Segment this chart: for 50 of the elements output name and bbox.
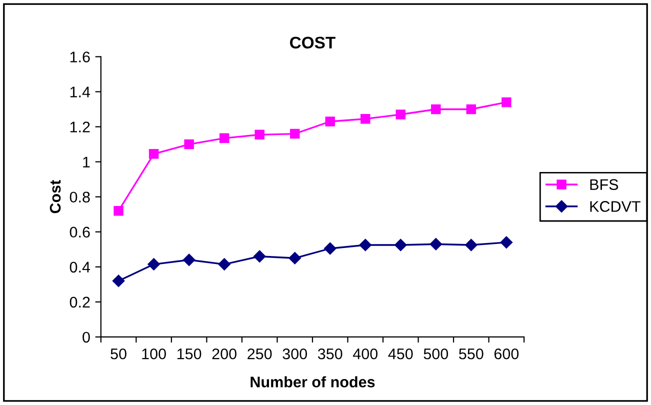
point [396, 110, 406, 120]
y-tick-label: 0.8 [70, 192, 90, 203]
x-tick-label: 350 [318, 348, 342, 360]
y-tick-label: 0 [82, 332, 90, 343]
point [290, 128, 300, 139]
x-tick-label: 450 [388, 348, 413, 360]
point [360, 114, 370, 124]
point [288, 252, 301, 264]
x-tick-label: 150 [177, 348, 202, 360]
x-tick-label: 550 [459, 348, 484, 360]
point [253, 250, 266, 262]
y-tick-label: 1.6 [70, 52, 90, 62]
y-tick-label: 0.6 [70, 226, 90, 238]
point [114, 206, 124, 216]
point [184, 139, 194, 150]
point [324, 242, 336, 255]
y-axis-title: Cost [50, 180, 61, 214]
x-tick-label: 100 [142, 348, 166, 360]
point [112, 274, 125, 288]
legend-label: BFS [590, 179, 618, 190]
x-tick-label: 300 [282, 348, 307, 360]
point [148, 258, 160, 270]
point [148, 149, 159, 159]
x-tick-label: 50 [110, 348, 126, 360]
x-tick-label: 400 [352, 348, 378, 360]
x-tick-label: 600 [494, 348, 519, 360]
point [502, 97, 512, 108]
y-tick-label: 1.4 [70, 86, 90, 98]
x-axis-title: Number of nodes [250, 376, 375, 388]
point [219, 133, 230, 144]
y-tick-label: 0.2 [70, 296, 90, 308]
x-tick-label: 500 [424, 348, 448, 360]
chart-title: COST [290, 36, 336, 49]
point [431, 104, 441, 114]
point [325, 116, 335, 126]
point [182, 254, 196, 266]
x-tick-label: 200 [212, 348, 236, 360]
point [394, 238, 407, 252]
point [465, 238, 478, 252]
point [254, 130, 264, 140]
y-tick-label: 1 [83, 156, 90, 168]
legend-label: KCDVT [590, 201, 640, 212]
point [466, 104, 476, 114]
x-tick-label: 250 [248, 348, 272, 360]
point [218, 258, 230, 270]
point [359, 238, 372, 252]
point [500, 236, 513, 248]
y-tick-label: 0.4 [70, 262, 90, 273]
point [430, 238, 442, 250]
y-tick-label: 1.2 [70, 122, 90, 132]
